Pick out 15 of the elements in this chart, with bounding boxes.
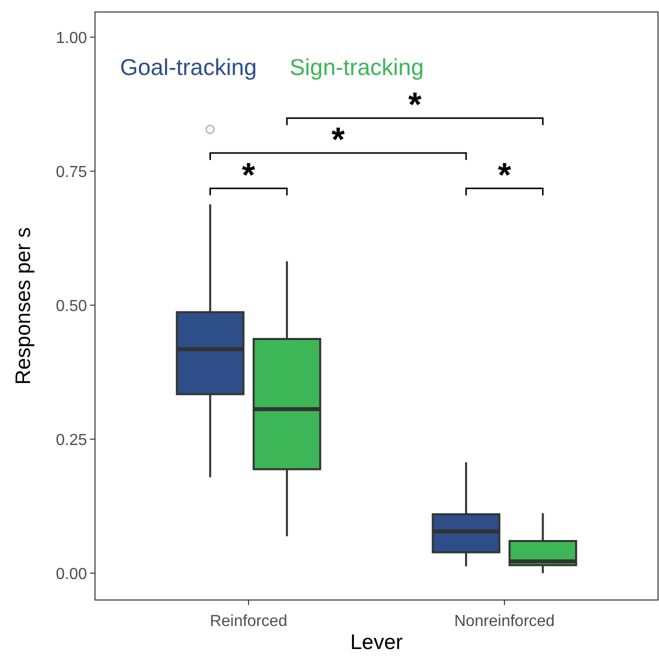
text: Sign-tracking [290,54,424,80]
text: Goal-tracking [120,54,257,80]
x-axis-title: Lever [350,631,403,654]
annotation: * [408,86,422,124]
x-tick-label: Reinforced [210,613,288,630]
x-tick-label: Nonreinforced [454,613,555,630]
y-axis-title: Responses per s [12,227,35,385]
annotation: * [331,120,346,159]
y-tick-label: 1.00 [56,30,88,47]
y-tick-label: 0.00 [56,566,88,583]
y-tick-label: 0.25 [56,432,88,449]
annotation: * [498,156,512,194]
y-tick-label: 0.75 [56,164,88,181]
annotation: * [242,156,256,194]
y-tick-label: 0.50 [56,298,88,315]
